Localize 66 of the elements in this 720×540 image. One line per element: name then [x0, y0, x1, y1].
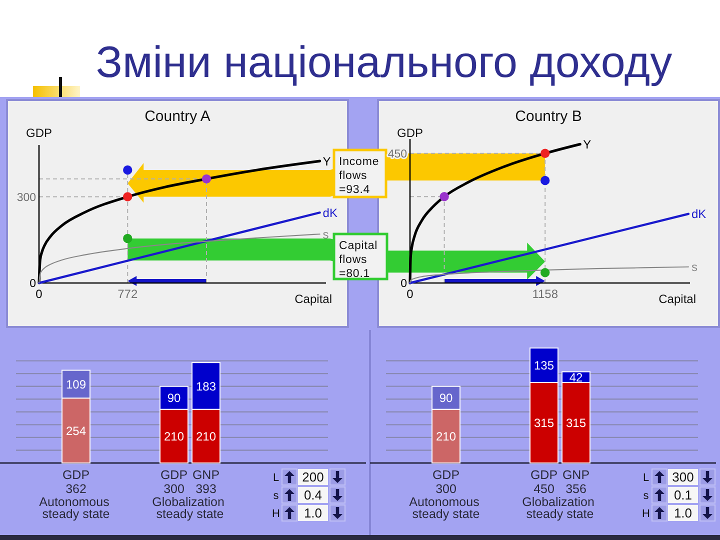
text: 1.0: [304, 506, 322, 521]
series-label: dK: [691, 207, 706, 222]
text: Зміни національного доходу: [96, 38, 672, 87]
total-label: 362: [66, 482, 86, 496]
data-label: 135: [534, 358, 554, 373]
data-label: 210: [164, 429, 184, 444]
text: L: [642, 472, 650, 484]
x-axis-title: Capital: [658, 292, 696, 306]
data-label: 90: [167, 391, 181, 406]
text: 300: [672, 470, 694, 485]
text: 200: [302, 470, 324, 485]
line-series: [38, 234, 320, 284]
x-tick-label: GNP: [562, 468, 590, 482]
point: [202, 174, 212, 184]
point: [540, 268, 550, 278]
x-tick-label: GDP: [160, 468, 188, 482]
point: [440, 192, 449, 202]
data-label: 254: [66, 424, 86, 438]
point: [123, 234, 132, 244]
total-label: 393: [196, 482, 216, 496]
point: [123, 192, 132, 202]
x-tick-label: GDP: [432, 468, 460, 482]
data-label: 210: [436, 429, 456, 444]
text: H: [642, 508, 650, 520]
text: Globalization steady state: [152, 495, 228, 521]
text: s: [273, 490, 280, 502]
text: 0.4: [304, 488, 322, 503]
text: Autonomous steady state: [409, 495, 483, 521]
x-tick-label: 1158: [532, 287, 558, 301]
total-label: 356: [566, 482, 586, 496]
data-label: 42: [569, 370, 583, 384]
x-tick-label: GDP: [62, 468, 90, 482]
y-axis-title: GDP: [396, 126, 424, 140]
total-label: 450: [534, 482, 554, 496]
point: [540, 148, 550, 158]
series-label: Y: [322, 154, 331, 168]
data-label: 183: [196, 379, 216, 394]
point: [540, 176, 550, 186]
text: 1.0: [674, 506, 692, 521]
text: H: [272, 508, 280, 520]
chart-title: Country B: [515, 108, 582, 125]
data-label: 315: [566, 416, 586, 430]
point: [123, 165, 132, 175]
text: L: [272, 472, 280, 484]
text: s: [643, 490, 650, 502]
series-label: s: [691, 260, 698, 274]
data-label: 315: [534, 416, 554, 430]
data-label: 109: [66, 378, 86, 392]
text: Globalization steady state: [522, 495, 598, 521]
x-tick-label: 772: [118, 287, 138, 301]
total-label: 300: [436, 482, 456, 496]
x-tick-label: GDP: [530, 468, 558, 482]
series-label: dK: [322, 206, 338, 220]
total-label: 300: [164, 482, 184, 496]
text: Autonomous steady state: [39, 495, 113, 521]
x-axis-title: Capital: [294, 292, 332, 306]
text: 0.1: [674, 488, 692, 503]
data-label: 210: [196, 429, 216, 444]
text: Capital flows =80.1: [339, 240, 382, 280]
x-tick-label: GNP: [192, 468, 220, 482]
y-axis-title: GDP: [26, 126, 52, 140]
text: Income flows =93.4: [339, 156, 383, 196]
data-label: 90: [439, 391, 453, 406]
series-label: s: [322, 227, 329, 242]
series-label: Y: [583, 137, 592, 152]
chart-title: Country A: [144, 108, 210, 125]
